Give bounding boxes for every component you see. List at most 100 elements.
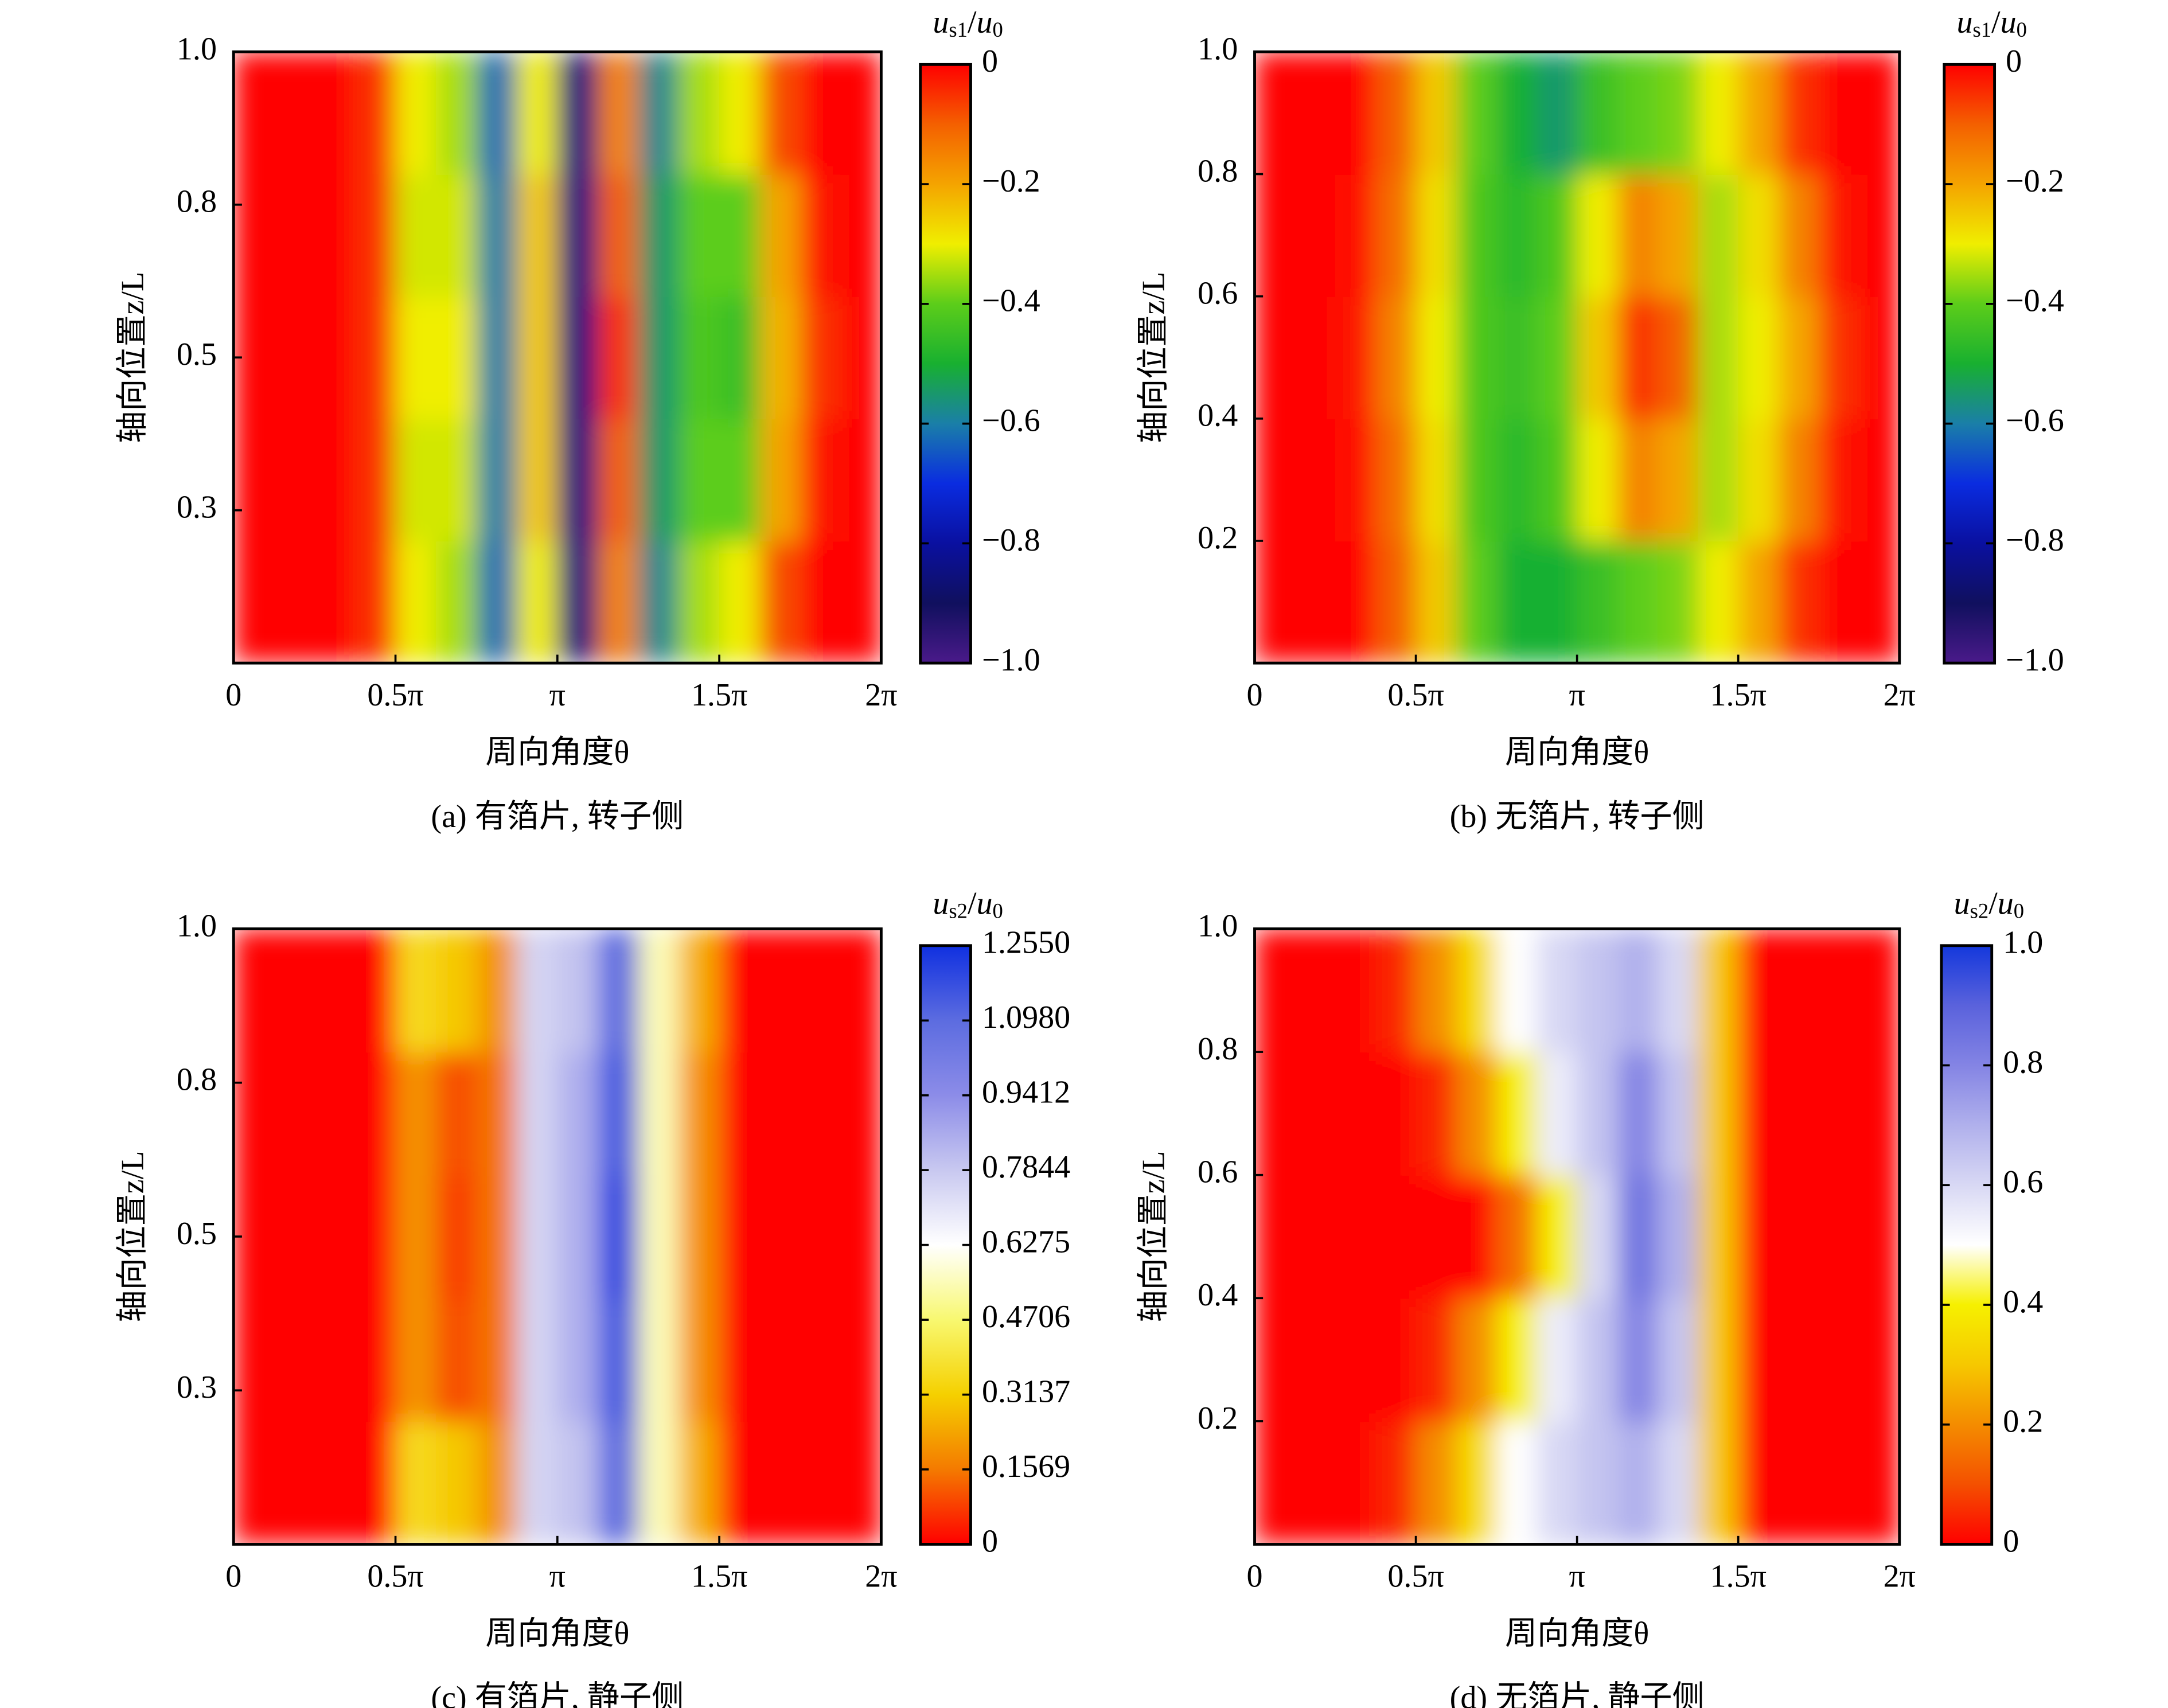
heatmap-cell [1456,296,1498,420]
heatmap-cell [759,296,801,420]
heatmap-cell [598,1421,640,1545]
y-tick-label: 1.0 [177,31,217,67]
heatmap-cell [1577,418,1619,542]
heatmap-cell [1335,929,1377,1053]
heatmap-cell [1416,929,1457,1053]
colorbar-label-part: 0 [2014,899,2024,923]
heatmap-cell [638,540,680,664]
heatmap-cell [1617,52,1659,175]
x-axis-label: 周向角度θ [485,735,629,770]
heatmap-cell [1698,1298,1739,1422]
heatmap-cell [476,418,518,542]
heatmap-cell [557,52,599,175]
heatmap-cell [759,174,801,297]
colorbar-tick-label: 0.9412 [982,1075,1070,1110]
y-tick-label: 0.2 [1198,1401,1238,1436]
colorbar-label-part: s2 [949,899,968,923]
heatmap-cell [638,296,680,420]
heatmap-cell [1658,1052,1699,1176]
x-tick-label: 1.5π [691,677,747,713]
heatmap-cell [1819,1052,1860,1176]
heatmap-cell [1416,174,1457,297]
heatmap-cell [395,1298,437,1422]
heatmap-cell [1416,52,1457,175]
heatmap-cell [1537,296,1578,420]
colorbar-tick-label: −1.0 [2006,642,2064,678]
heatmap-cell [476,52,518,175]
colorbar-tick-label: −0.4 [2006,283,2064,319]
heatmap-cell [354,52,396,175]
heatmap-cell [1738,174,1780,297]
heatmap-cell [679,174,720,297]
heatmap-cell [476,174,518,297]
heatmap-cell [840,540,882,664]
heatmap-cell [1819,52,1860,175]
heatmap-cell [476,929,518,1053]
colorbar-label-part: u [1998,886,2014,921]
heatmap-cell [436,1175,477,1299]
heatmap-cell [274,174,315,297]
heatmap-cell [719,1175,761,1299]
colorbar-tick-label: 0.1569 [982,1449,1070,1484]
heatmap-cell [233,1298,275,1422]
y-tick-label: 0.6 [1198,276,1238,311]
heatmap-cell [436,418,477,542]
heatmap-cell [800,1421,842,1545]
heatmap-cell [1738,1175,1780,1299]
heatmap-cell [1335,296,1377,420]
heatmap-cell [1577,1175,1619,1299]
heatmap-cell [1658,929,1699,1053]
heatmap-cell [314,296,356,420]
heatmap-cell [1254,1052,1296,1176]
colorbar-tick-label: −0.6 [2006,403,2064,438]
x-tick-label: 0 [1246,1558,1262,1594]
heatmap-cell [840,1052,882,1176]
heatmap-cell [1738,540,1780,664]
y-tick-label: 0.8 [1198,153,1238,189]
heatmap-cell [1859,418,1900,542]
heatmap-cell [719,296,761,420]
colorbar-tick-label: 0.2 [2003,1404,2043,1440]
colorbar-label-part: u [2001,5,2017,40]
x-tick-label: 0.5π [367,1558,423,1594]
heatmap-cell [1496,1052,1538,1176]
colorbar-tick-label: −0.8 [982,522,1040,558]
heatmap-cell [1617,1298,1659,1422]
heatmap-cell [1658,418,1699,542]
heatmap-cell [840,296,882,420]
heatmap-cell [1294,1421,1336,1545]
heatmap-cell [517,929,559,1053]
heatmap-cell [598,52,640,175]
heatmap-cell [274,929,315,1053]
colorbar-label-part: u [933,886,949,921]
heatmap-cell [1698,52,1739,175]
colorbar-label: us1/u0 [933,5,1003,42]
heatmap-cell [638,929,680,1053]
heatmap-cell [436,1052,477,1176]
heatmap-cell [1658,296,1699,420]
heatmap-cell [1738,296,1780,420]
x-tick-label: 0 [1246,677,1262,713]
heatmap-cell [1335,1175,1377,1299]
heatmap-cell [1294,52,1336,175]
colorbar-label-part: u [933,5,949,40]
caption: (b) 无箔片, 转子侧 [1450,799,1705,834]
heatmap-cell [354,418,396,542]
heatmap-cell [1859,1175,1900,1299]
heatmap-cell [1658,1421,1699,1545]
heatmap-cell [476,1298,518,1422]
heatmap-cell [557,929,599,1053]
x-tick-label: 1.5π [1710,1558,1766,1594]
y-tick-label: 0.2 [1198,520,1238,556]
heatmap-cell [557,174,599,297]
heatmap-cell [1617,1421,1659,1545]
heatmap-cell [719,929,761,1053]
colorbar-label: us2/u0 [1954,886,2025,923]
heatmap-cell [314,540,356,664]
y-tick-label: 0.6 [1198,1155,1238,1190]
heatmap-cell [1698,174,1739,297]
heatmap-area [1254,929,1900,1545]
heatmap-cell [1819,1175,1860,1299]
heatmap-cell [1416,1175,1457,1299]
